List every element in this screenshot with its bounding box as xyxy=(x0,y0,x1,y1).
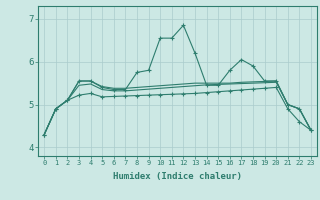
X-axis label: Humidex (Indice chaleur): Humidex (Indice chaleur) xyxy=(113,172,242,181)
